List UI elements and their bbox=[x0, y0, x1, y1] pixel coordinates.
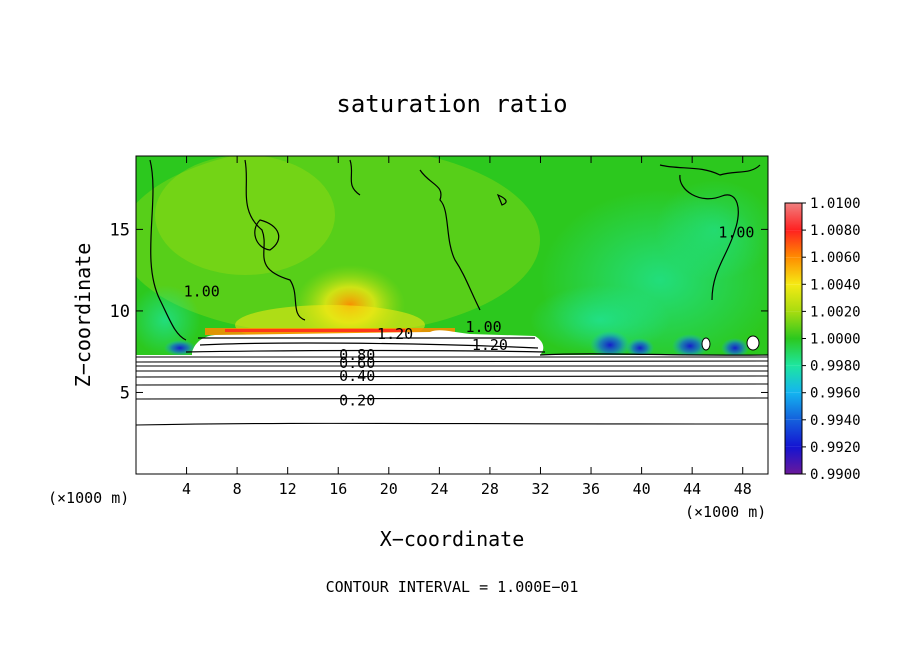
colorbar-label: 1.0000 bbox=[810, 332, 861, 348]
contour-labels: 1.201.201.001.001.000.800.600.400.20 bbox=[184, 224, 755, 410]
colorbar-label: 0.9980 bbox=[810, 359, 861, 375]
contour-label: 0.60 bbox=[339, 354, 375, 372]
colorbar-segment bbox=[785, 419, 802, 447]
x-tick-label: 48 bbox=[734, 480, 752, 498]
contour-label: 0.40 bbox=[339, 367, 375, 385]
contour-lines bbox=[149, 159, 768, 356]
cloud-region bbox=[192, 330, 544, 355]
x-tick-label: 8 bbox=[233, 480, 242, 498]
x-tick-label: 44 bbox=[683, 480, 701, 498]
x-tick-label: 12 bbox=[279, 480, 297, 498]
x-tick-label: 24 bbox=[430, 480, 448, 498]
x-axis: 4 8 12 16 20 24 28 32 36 40 44 48 bbox=[182, 156, 752, 498]
y-tick-label: 15 bbox=[110, 220, 130, 240]
chart-title: saturation ratio bbox=[336, 90, 567, 118]
x-tick-label: 28 bbox=[481, 480, 499, 498]
colorbar-label: 1.0080 bbox=[810, 223, 861, 239]
colorbar-segment bbox=[785, 392, 802, 420]
x-tick-label: 32 bbox=[531, 480, 549, 498]
colorbar-segment bbox=[785, 365, 802, 393]
plot-field bbox=[136, 156, 768, 474]
y-tick-label: 5 bbox=[120, 383, 130, 403]
colorbar-label: 1.0020 bbox=[810, 304, 861, 320]
contour-label: 0.80 bbox=[339, 346, 375, 364]
colorbar-segment bbox=[785, 446, 802, 474]
x-tick-label: 4 bbox=[182, 480, 191, 498]
y-axis-label: Z−coordinate bbox=[71, 243, 95, 388]
x-axis-label: X−coordinate bbox=[380, 527, 525, 551]
contour-label: 1.00 bbox=[718, 224, 754, 242]
y-tick-label: 10 bbox=[110, 302, 130, 322]
colorbar-segment bbox=[785, 338, 802, 366]
contour-label: 1.20 bbox=[472, 336, 508, 354]
colorbar-segment bbox=[785, 230, 802, 258]
colorbar-label: 1.0100 bbox=[810, 196, 861, 212]
x-unit-right: (×1000 m) bbox=[685, 503, 766, 521]
contour-label: 1.20 bbox=[377, 325, 413, 343]
x-tick-label: 36 bbox=[582, 480, 600, 498]
colorbar: 1.0100 1.0080 1.0060 1.0040 1.0020 1.0000 0.99… bbox=[784, 196, 861, 483]
colorbar-segment bbox=[785, 311, 802, 339]
y-axis: 5 10 15 bbox=[110, 220, 768, 403]
x-tick-label: 20 bbox=[380, 480, 398, 498]
contour-interval-footer: CONTOUR INTERVAL = 1.000E−01 bbox=[326, 578, 579, 596]
x-tick-label: 40 bbox=[633, 480, 651, 498]
colorbar-label: 1.0040 bbox=[810, 277, 861, 293]
colorbar-label: 0.9900 bbox=[810, 467, 861, 483]
x-unit-left: (×1000 m) bbox=[48, 489, 129, 507]
colorbar-label: 1.0060 bbox=[810, 250, 861, 266]
x-tick-label: 16 bbox=[329, 480, 347, 498]
plot-frame bbox=[135, 155, 769, 475]
contour-label: 1.00 bbox=[184, 282, 220, 300]
colorbar-label: 0.9940 bbox=[810, 413, 861, 429]
colorbar-segment bbox=[785, 203, 802, 231]
contour-label: 1.00 bbox=[466, 318, 502, 336]
contour-label: 0.20 bbox=[339, 392, 375, 410]
colorbar-label: 0.9960 bbox=[810, 386, 861, 402]
colorbar-segment bbox=[785, 284, 802, 312]
colorbar-label: 0.9920 bbox=[810, 440, 861, 456]
lower-contours bbox=[136, 356, 768, 426]
colorbar-segment bbox=[785, 257, 802, 285]
